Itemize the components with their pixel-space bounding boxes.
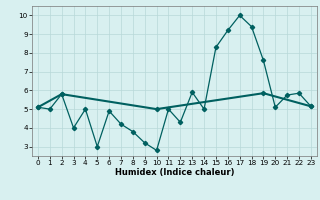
X-axis label: Humidex (Indice chaleur): Humidex (Indice chaleur) — [115, 168, 234, 177]
